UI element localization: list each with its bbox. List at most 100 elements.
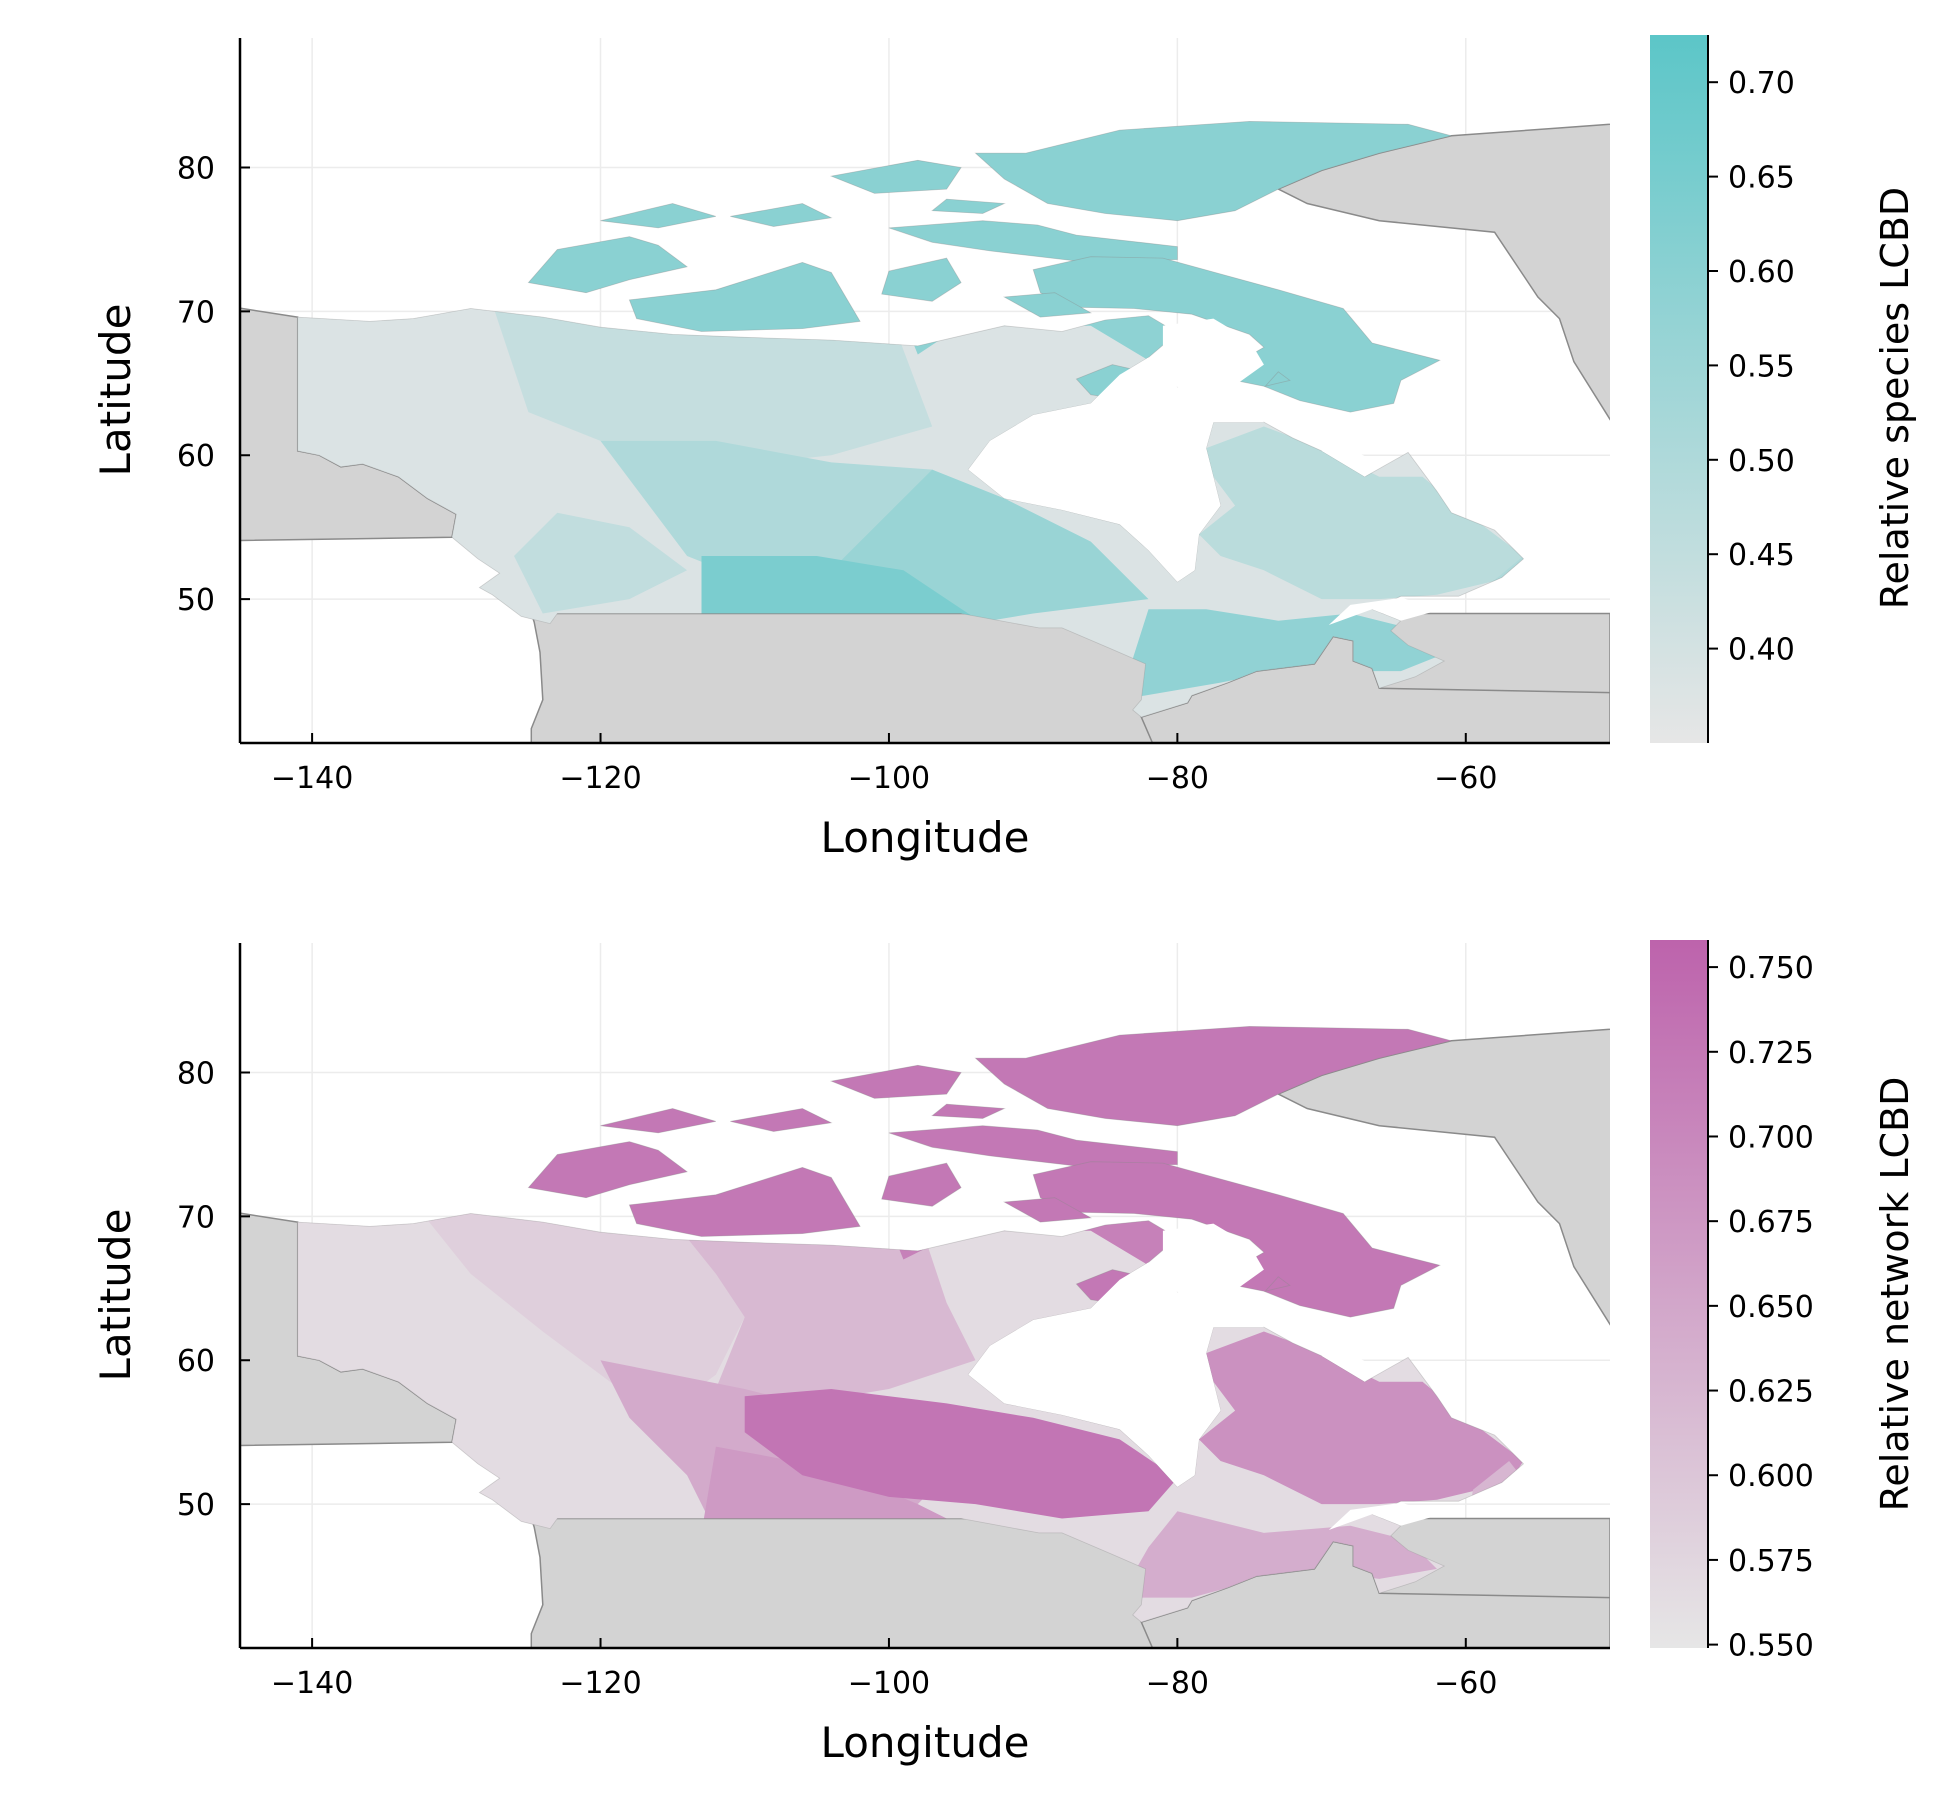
- colorbar-tick-label: 0.600: [1728, 1459, 1814, 1494]
- gulf-st-lawrence: [1328, 597, 1437, 625]
- mainland-coastline: [297, 1213, 1525, 1623]
- mainland-coastline: [297, 308, 1525, 718]
- water-bodies: [968, 1223, 1437, 1530]
- x-tick-label: −80: [1146, 761, 1209, 796]
- x-tick-label: −60: [1434, 761, 1497, 796]
- raster-region: [514, 512, 688, 614]
- colorbar-tick-label: 0.40: [1728, 633, 1795, 668]
- colorbar-tick-label: 0.550: [1728, 1629, 1814, 1664]
- foxe-basin: [1162, 1223, 1264, 1296]
- island: [974, 120, 1452, 222]
- colorbar-gradient: [1650, 35, 1708, 743]
- island: [888, 220, 1178, 262]
- raster-region: [701, 556, 990, 628]
- y-axis-label: Latitude: [91, 1209, 140, 1382]
- island: [730, 203, 833, 227]
- species-lcbd-map-panel: −140 −120 −100 −80 −60 50 60 70 80 Longitude La…: [91, 35, 1917, 862]
- island: [881, 257, 962, 302]
- y-ticks: 50 60 70 80: [177, 1056, 250, 1523]
- island: [730, 1108, 833, 1132]
- x-tick-label: −100: [848, 1666, 930, 1701]
- hudson-bay: [968, 357, 1264, 582]
- y-tick-label: 80: [177, 151, 215, 186]
- colorbar-tick-label: 0.65: [1728, 161, 1795, 196]
- colorbar-tick-label: 0.55: [1728, 349, 1795, 384]
- island: [888, 1125, 1178, 1167]
- axes: −140 −120 −100 −80 −60 50 60 70 80 Longitude La…: [91, 943, 1610, 1767]
- y-axis-label: Latitude: [91, 304, 140, 477]
- island: [628, 1166, 861, 1237]
- colorbar-tick-label: 0.750: [1728, 951, 1814, 986]
- x-ticks: −140 −120 −100 −80 −60: [271, 1638, 1497, 1701]
- ungava-bay: [1321, 1345, 1380, 1382]
- y-tick-label: 60: [177, 439, 215, 474]
- island: [829, 159, 962, 194]
- colorbar-label: Relative species LCBD: [1873, 187, 1917, 609]
- island: [1264, 371, 1291, 387]
- colorbar-tick-label: 0.675: [1728, 1205, 1814, 1240]
- ungava-bay: [1321, 440, 1380, 477]
- x-tick-label: −120: [559, 1666, 641, 1701]
- x-tick-label: −140: [271, 761, 353, 796]
- colorbar-tick-label: 0.50: [1728, 444, 1795, 479]
- island: [829, 1064, 962, 1099]
- x-tick-label: −140: [271, 1666, 353, 1701]
- island: [1032, 1161, 1441, 1318]
- island: [527, 236, 689, 294]
- colorbar-tick-label: 0.70: [1728, 66, 1795, 101]
- colorbar: 0.40 0.45 0.50 0.55 0.60 0.65 0.70 Relative sp…: [1650, 35, 1917, 743]
- island: [600, 203, 717, 229]
- x-tick-label: −60: [1434, 1666, 1497, 1701]
- gulf-st-lawrence: [1328, 1502, 1437, 1530]
- island: [527, 1141, 689, 1199]
- y-tick-label: 50: [177, 1488, 215, 1523]
- colorbar: 0.550 0.575 0.600 0.625 0.650 0.675 0.700 0.725…: [1650, 940, 1917, 1664]
- island: [1032, 256, 1441, 413]
- x-tick-label: −80: [1146, 1666, 1209, 1701]
- x-tick-label: −120: [559, 761, 641, 796]
- raster-region: [658, 1213, 976, 1404]
- greenland-land: [1276, 123, 1610, 421]
- x-axis-label: Longitude: [821, 813, 1030, 862]
- raster-region: [1119, 609, 1437, 700]
- colorbar-tick-label: 0.45: [1728, 538, 1795, 573]
- x-tick-label: −100: [848, 761, 930, 796]
- network-lcbd-map-panel: −140 −120 −100 −80 −60 50 60 70 80 Longitude La…: [91, 940, 1917, 1767]
- y-tick-label: 50: [177, 583, 215, 618]
- island: [1002, 292, 1093, 318]
- y-tick-label: 70: [177, 295, 215, 330]
- colorbar-ticks: 0.550 0.575 0.600 0.625 0.650 0.675 0.700 0.725…: [1708, 951, 1814, 1664]
- neighbouring-land: [240, 1028, 1610, 1648]
- colorbar-label: Relative network LCBD: [1873, 1077, 1917, 1512]
- island: [600, 1108, 717, 1134]
- island: [1002, 1197, 1093, 1223]
- colorbar-tick-label: 0.700: [1728, 1120, 1814, 1155]
- axes: −140 −120 −100 −80 −60 50 60 70 80 Longitude La…: [91, 38, 1610, 862]
- map-area: [240, 38, 1610, 743]
- raster-region: [701, 1446, 976, 1533]
- map-area: [240, 943, 1610, 1648]
- colorbar-tick-label: 0.575: [1728, 1544, 1814, 1579]
- colorbar-gradient: [1650, 940, 1708, 1648]
- x-axis-label: Longitude: [821, 1718, 1030, 1767]
- colorbar-tick-label: 0.60: [1728, 255, 1795, 290]
- colorbar-tick-label: 0.725: [1728, 1036, 1814, 1071]
- raster-region: [1199, 426, 1524, 600]
- island: [628, 261, 861, 332]
- colorbar-tick-label: 0.625: [1728, 1375, 1814, 1410]
- island: [974, 1025, 1452, 1127]
- y-tick-label: 80: [177, 1056, 215, 1091]
- water-bodies: [968, 318, 1437, 625]
- foxe-basin: [1162, 318, 1264, 391]
- raster-region: [413, 1213, 745, 1418]
- hudson-bay: [968, 1262, 1264, 1487]
- island: [881, 1162, 962, 1207]
- raster-region: [744, 1389, 1178, 1519]
- island: [1264, 1276, 1291, 1292]
- x-ticks: −140 −120 −100 −80 −60: [271, 733, 1497, 796]
- y-ticks: 50 60 70 80: [177, 151, 250, 618]
- arctic-islands: [527, 1025, 1452, 1329]
- y-tick-label: 70: [177, 1200, 215, 1235]
